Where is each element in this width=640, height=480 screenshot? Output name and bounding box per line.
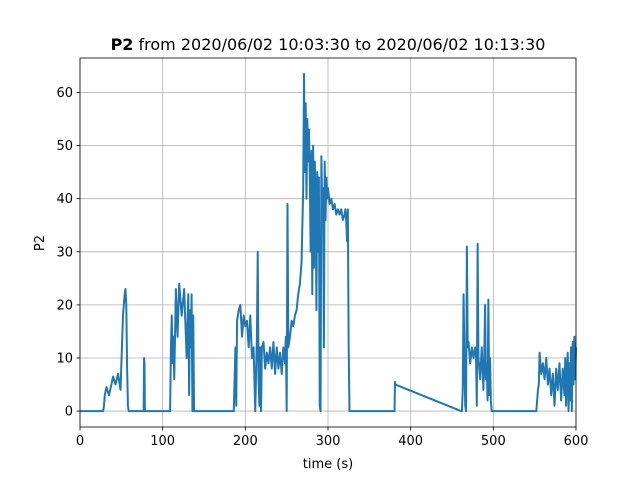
- x-axis-label: time (s): [303, 457, 353, 472]
- y-tick-label: 20: [56, 298, 73, 313]
- x-tick-label: 300: [316, 434, 341, 449]
- x-tick-label: 600: [564, 434, 589, 449]
- y-tick-label: 10: [56, 351, 73, 366]
- y-axis-label: P2: [33, 235, 48, 251]
- chart-title: P2 from 2020/06/02 10:03:30 to 2020/06/0…: [111, 35, 546, 54]
- x-tick-label: 100: [150, 434, 175, 449]
- chart-title-rest: from 2020/06/02 10:03:30 to 2020/06/02 1…: [133, 35, 545, 54]
- y-tick-label: 30: [56, 245, 73, 260]
- y-tick-label: 60: [56, 86, 73, 101]
- tick-layer: 0 100 200 300 400 500 600 0 10 20 30 40 50 60: [56, 86, 588, 449]
- chart-title-bold: P2: [111, 35, 134, 54]
- y-tick-label: 50: [56, 139, 73, 154]
- series-line-0: [80, 72, 577, 413]
- x-tick-label: 500: [481, 434, 506, 449]
- y-tick-label: 40: [56, 192, 73, 207]
- x-tick-label: 400: [398, 434, 423, 449]
- x-tick-label: 200: [233, 434, 258, 449]
- y-tick-label: 0: [65, 405, 73, 420]
- series-layer: [80, 72, 577, 413]
- x-tick-label: 0: [76, 434, 84, 449]
